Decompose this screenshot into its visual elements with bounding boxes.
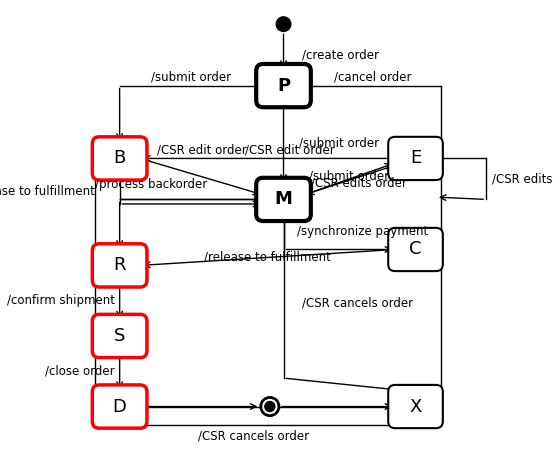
Text: X: X — [409, 398, 422, 415]
Text: B: B — [114, 149, 126, 168]
FancyBboxPatch shape — [388, 385, 443, 428]
Text: /process backorder: /process backorder — [95, 178, 207, 191]
FancyBboxPatch shape — [256, 178, 311, 221]
Text: /synchronize payment: /synchronize payment — [297, 225, 428, 238]
Text: /release to fulfillment: /release to fulfillment — [204, 251, 331, 264]
Text: S: S — [114, 327, 125, 345]
Text: P: P — [277, 76, 290, 95]
Text: /CSR edits order: /CSR edits order — [311, 177, 407, 190]
FancyBboxPatch shape — [388, 228, 443, 271]
Text: E: E — [410, 149, 421, 168]
Text: /CSR edits order: /CSR edits order — [492, 172, 557, 185]
Text: /CSR cancels order: /CSR cancels order — [302, 296, 413, 310]
Text: /CSR edit order: /CSR edit order — [246, 144, 335, 157]
FancyBboxPatch shape — [92, 244, 147, 287]
Text: /submit order: /submit order — [300, 136, 379, 149]
Text: R: R — [114, 256, 126, 274]
FancyBboxPatch shape — [256, 64, 311, 107]
Text: /submit order: /submit order — [152, 71, 231, 84]
FancyBboxPatch shape — [92, 385, 147, 428]
Text: C: C — [409, 240, 422, 258]
Text: M: M — [275, 191, 292, 208]
Text: /cancel order: /cancel order — [334, 71, 411, 84]
Text: /create order: /create order — [302, 49, 379, 61]
Text: /CSR cancels order: /CSR cancels order — [198, 429, 310, 442]
FancyBboxPatch shape — [388, 137, 443, 180]
Text: D: D — [113, 398, 126, 415]
Circle shape — [276, 17, 291, 32]
Text: /CSR edit order: /CSR edit order — [157, 144, 246, 157]
Text: /submit order: /submit order — [310, 170, 389, 183]
FancyBboxPatch shape — [92, 314, 147, 358]
Text: /release to fulfillment: /release to fulfillment — [0, 185, 95, 198]
Circle shape — [265, 402, 275, 412]
Text: /close order: /close order — [46, 365, 115, 378]
FancyBboxPatch shape — [92, 137, 147, 180]
Text: /confirm shipment: /confirm shipment — [7, 294, 115, 307]
